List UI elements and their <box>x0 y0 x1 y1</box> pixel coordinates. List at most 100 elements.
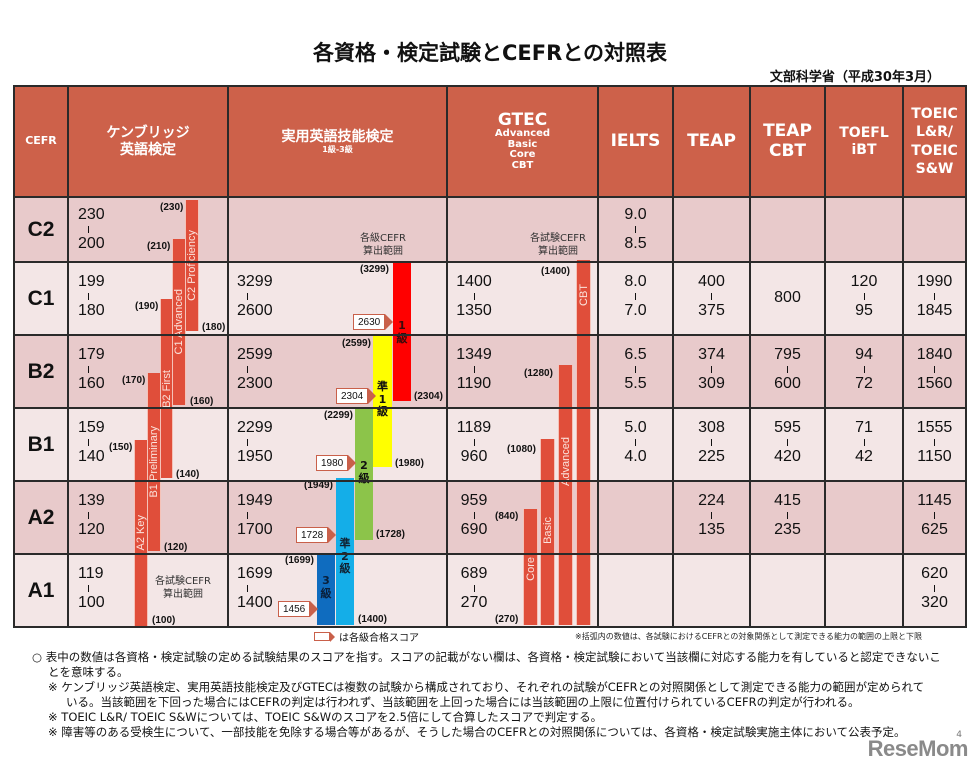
toeic-c1: 1990 1845 <box>916 273 953 319</box>
header-cefr: CEFR <box>14 86 68 197</box>
cambridge-caption: 各試験CEFR 算出範囲 <box>154 576 211 600</box>
note-1: ○ 表中の数値は各資格・検定試験の定める試験結果のスコアを指す。スコアの記載がな… <box>32 650 941 664</box>
header-toefl: TOEFL iBT <box>825 86 903 197</box>
ministry-date: 文部科学省（平成30年3月） <box>769 70 940 85</box>
grid-v <box>597 85 599 628</box>
grid-v <box>824 85 826 628</box>
toeic-a1: 620 320 <box>921 565 948 611</box>
teap-b1: 308 225 <box>698 419 725 465</box>
grid-h <box>13 261 967 263</box>
teap-cbt-b2: 795 600 <box>774 346 801 392</box>
eiken-grade3-top: (1699) <box>285 555 314 566</box>
header-toeic: TOEIC L&R/ TOEIC S&W <box>903 86 966 197</box>
eiken-grade2-top: (2299) <box>324 410 353 421</box>
bar-c2-top-label: (230) <box>160 202 184 213</box>
bar-a2-key: A2 Key <box>134 440 148 626</box>
pass-score-legend: は各級合格スコア <box>314 629 419 644</box>
bar-gtec-advanced: Advanced <box>558 365 573 625</box>
bar-gtec-core: Core <box>523 509 538 625</box>
cambridge-range-b2: 179 160 <box>78 346 105 392</box>
gtec-cbt-top: (1400) <box>541 266 570 277</box>
grid-h <box>13 196 967 198</box>
eiken-pre2-bottom: (1400) <box>358 614 387 625</box>
gtec-core-bottom: (270) <box>495 614 519 625</box>
gtec-range-a2: 959 690 <box>460 492 488 538</box>
cambridge-range-a2: 139 120 <box>78 492 105 538</box>
eiken-grade1-top: (3299) <box>360 264 389 275</box>
grid-h <box>13 480 967 482</box>
note-2: ※ ケンブリッジ英語検定、実用英語技能検定及びGTECは複数の試験から構成されて… <box>48 680 925 694</box>
grid-v <box>13 85 15 628</box>
toefl-c1: 120 95 <box>850 273 878 319</box>
bar-b2-top-label: (190) <box>135 301 159 312</box>
gtec-basic-top: (1080) <box>507 444 536 455</box>
note-1-cont: とを意味する。 <box>48 665 129 679</box>
teap-c1: 400 375 <box>698 273 725 319</box>
level-b1: B1 <box>27 432 55 456</box>
grid-h <box>13 85 967 87</box>
gtec-core-top: (840) <box>495 511 519 522</box>
header-gtec: GTEC Advanced Basic Core CBT <box>447 86 598 197</box>
eiken-grade2-pass: 1980 <box>316 455 357 471</box>
bar-b1-bottom-label: (120) <box>164 542 188 553</box>
toeic-b1: 1555 1150 <box>916 419 953 465</box>
gtec-range-a1: 689 270 <box>460 565 488 611</box>
bar-gtec-basic: Basic <box>540 439 555 625</box>
level-a1: A1 <box>27 578 55 602</box>
cambridge-range-c1: 199 180 <box>78 273 105 319</box>
eiken-range-b1: 2299 1950 <box>237 419 273 465</box>
pass-score-legend-icon <box>314 632 330 641</box>
eiken-range-b2: 2599 2300 <box>237 346 273 392</box>
resemom-watermark-logo: ReseMom <box>867 736 969 761</box>
cambridge-range-b1: 159 140 <box>78 419 105 465</box>
note-3: ※ TOEIC L&R/ TOEIC S&Wについては、TOEIC S&Wのスコ… <box>48 710 603 724</box>
eiken-range-a1: 1699 1400 <box>237 565 273 611</box>
grid-v <box>227 85 229 628</box>
bar-c1-advanced: C1 Advanced <box>172 239 186 405</box>
teap-cbt-a2: 415 235 <box>774 492 801 538</box>
level-a2: A2 <box>27 505 55 529</box>
grid-v <box>446 85 448 628</box>
grid-v <box>672 85 674 628</box>
bar-a2-bottom-label: (100) <box>152 615 176 626</box>
note-2-cont: いる。当該範囲を下回った場合にはCEFRの判定は行われず、当該範囲を上回った場合… <box>66 695 860 709</box>
toefl-b2: 94 72 <box>855 346 873 392</box>
level-c2: C2 <box>27 217 55 241</box>
bar-b2-bottom-label: (140) <box>176 469 200 480</box>
eiken-range-a2: 1949 1700 <box>237 492 273 538</box>
gtec-caption: 各試験CEFR 算出範囲 <box>529 233 586 257</box>
ielts-b2: 6.5 5.5 <box>624 346 647 392</box>
grid-h <box>13 553 967 555</box>
bar-b2-first: B2 First <box>160 299 173 478</box>
note-4: ※ 障害等のある受検生について、一部技能を免除する場合等があるが、そうした場合の… <box>48 725 906 739</box>
ielts-c2: 9.0 8.5 <box>624 206 647 252</box>
bar-c1-bottom-label: (160) <box>190 396 214 407</box>
header-teap: TEAP <box>673 86 750 197</box>
bar-gtec-cbt: CBT <box>576 260 591 625</box>
level-c1: C1 <box>27 286 55 310</box>
bar-a2-top-label: (150) <box>109 442 133 453</box>
eiken-pre1-bottom: (1980) <box>395 458 424 469</box>
gtec-advanced-top: (1280) <box>524 368 553 379</box>
bar-c1-top-label: (210) <box>147 241 171 252</box>
bracket-note: ※括弧内の数値は、各試験におけるCEFRとの対象関係として測定できる能力の範囲の… <box>575 632 923 641</box>
header-cambridge: ケンブリッジ 英語検定 <box>68 86 228 197</box>
bar-c2-bottom-label: (180) <box>202 322 226 333</box>
row-a1-bg <box>14 554 966 627</box>
row-a2-bg <box>14 481 966 554</box>
header-teap-cbt: TEAP CBT <box>750 86 825 197</box>
page-title: 各資格・検定試験とCEFRとの対照表 <box>312 41 668 65</box>
cambridge-range-c2: 230 200 <box>78 206 105 252</box>
teap-a2: 224 135 <box>698 492 725 538</box>
eiken-range-c1: 3299 2600 <box>237 273 273 319</box>
eiken-pre1-top: (2599) <box>342 338 371 349</box>
eiken-grade1-bottom: (2304) <box>414 391 443 402</box>
grid-v <box>67 85 69 628</box>
teap-b2: 374 309 <box>698 346 725 392</box>
eiken-pre2-pass: 1728 <box>296 527 337 543</box>
bar-b1-top-label: (170) <box>122 375 146 386</box>
eiken-pre1-pass: 2304 <box>336 388 377 404</box>
